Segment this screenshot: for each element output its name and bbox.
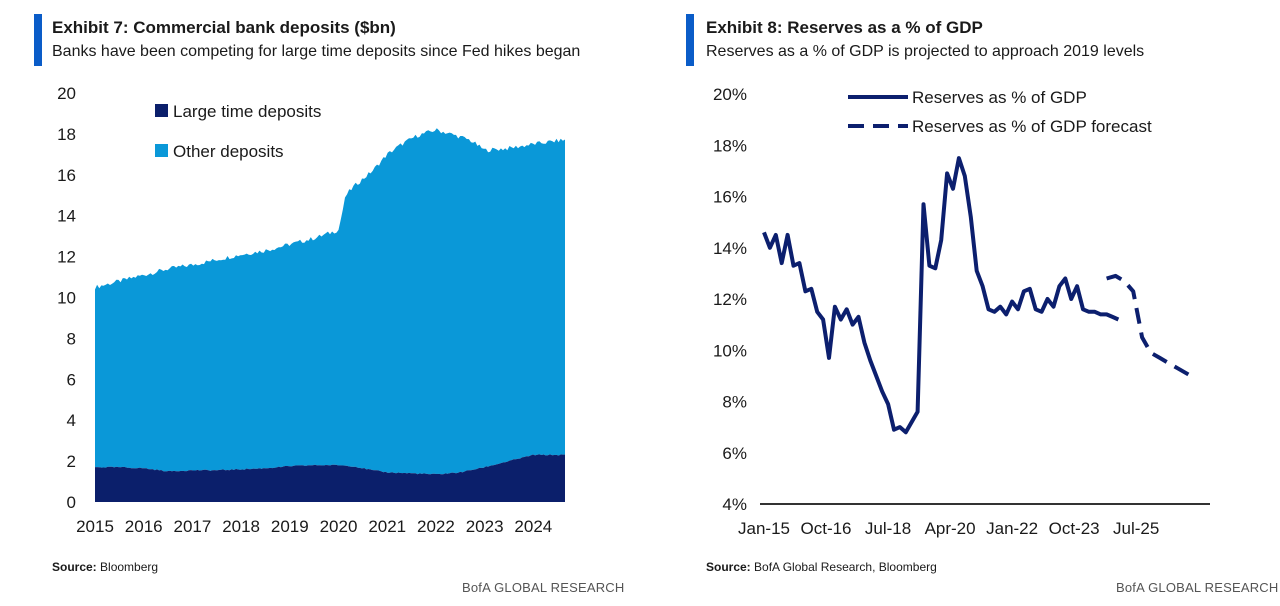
legend-label: Other deposits bbox=[173, 142, 284, 161]
source-label: Source: bbox=[52, 560, 97, 574]
brand-label: BofA GLOBAL RESEARCH bbox=[462, 580, 625, 595]
x-tick-label: 2019 bbox=[271, 517, 309, 536]
source-note: Source: BofA Global Research, Bloomberg bbox=[706, 560, 937, 574]
x-tick-label: Apr-20 bbox=[925, 519, 976, 538]
chart-title: Exhibit 7: Commercial bank deposits ($bn… bbox=[52, 18, 396, 37]
deposits-area-chart: 0 2 4 6 8 10 12 14 16 18 20 2015 2016 2017 2018 2019 202… bbox=[57, 84, 565, 536]
y-tick-label: 18% bbox=[713, 136, 747, 155]
x-tick-label: 2016 bbox=[125, 517, 163, 536]
y-tick-label: 16 bbox=[57, 166, 76, 185]
source-text: BofA Global Research, Bloomberg bbox=[754, 560, 937, 574]
x-tick-label: Oct-16 bbox=[801, 519, 852, 538]
y-tick-label: 4% bbox=[722, 495, 747, 514]
x-tick-label: 2017 bbox=[173, 517, 211, 536]
reserves-series-line bbox=[762, 156, 1120, 435]
y-tick-label: 0 bbox=[67, 493, 76, 512]
x-tick-label: Jan-22 bbox=[986, 519, 1038, 538]
accent-bar bbox=[686, 14, 694, 66]
accent-bar bbox=[34, 14, 42, 66]
large-time-deposits-area bbox=[95, 454, 565, 502]
exhibit-7-panel: Exhibit 7: Commercial bank deposits ($bn… bbox=[34, 14, 625, 595]
y-tick-label: 8 bbox=[67, 329, 76, 348]
x-tick-label: 2015 bbox=[76, 517, 114, 536]
x-tick-label: Oct-23 bbox=[1049, 519, 1100, 538]
chart-subtitle: Banks have been competing for large time… bbox=[52, 43, 581, 60]
legend-swatch-large-time bbox=[155, 104, 168, 117]
x-tick-label: 2024 bbox=[514, 517, 552, 536]
y-tick-label: 12% bbox=[713, 290, 747, 309]
y-tick-label: 10 bbox=[57, 289, 76, 308]
x-tick-label: Jul-25 bbox=[1113, 519, 1159, 538]
legend-label: Reserves as % of GDP forecast bbox=[912, 117, 1152, 136]
source-text: Bloomberg bbox=[100, 560, 159, 574]
chart-subtitle: Reserves as a % of GDP is projected to a… bbox=[706, 43, 1145, 60]
y-tick-label: 20 bbox=[57, 84, 76, 103]
legend-label: Reserves as % of GDP bbox=[912, 88, 1087, 107]
y-tick-label: 20% bbox=[713, 85, 747, 104]
y-tick-label: 10% bbox=[713, 341, 747, 360]
y-tick-label: 6% bbox=[722, 444, 747, 463]
y-tick-label: 4 bbox=[67, 411, 76, 430]
chart-title: Exhibit 8: Reserves as a % of GDP bbox=[706, 18, 983, 37]
y-tick-label: 8% bbox=[722, 393, 747, 412]
x-tick-label: Jan-15 bbox=[738, 519, 790, 538]
y-tick-label: 14 bbox=[57, 207, 76, 226]
y-tick-label: 14% bbox=[713, 239, 747, 258]
x-tick-label: 2023 bbox=[466, 517, 504, 536]
exhibit-8-panel: Exhibit 8: Reserves as a % of GDP Reserv… bbox=[640, 0, 1280, 606]
y-tick-label: 6 bbox=[67, 370, 76, 389]
source-note: Source: Bloomberg bbox=[52, 560, 158, 574]
forecast-series-line bbox=[1106, 273, 1197, 381]
x-tick-label: 2018 bbox=[222, 517, 260, 536]
source-label: Source: bbox=[706, 560, 751, 574]
y-tick-label: 18 bbox=[57, 125, 76, 144]
x-tick-label: 2020 bbox=[320, 517, 358, 536]
brand-label: BofA GLOBAL RESEARCH bbox=[1116, 580, 1279, 595]
reserves-line-chart: 4% 6% 8% 10% 12% 14% 16% 18% 20% Jan-15 Oct-16 Jul-… bbox=[713, 85, 1210, 538]
other-deposits-area bbox=[95, 128, 565, 475]
x-tick-label: 2021 bbox=[368, 517, 406, 536]
legend-label: Large time deposits bbox=[173, 102, 321, 121]
legend-swatch-other bbox=[155, 144, 168, 157]
y-tick-label: 16% bbox=[713, 188, 747, 207]
x-tick-label: 2022 bbox=[417, 517, 455, 536]
x-tick-label: Jul-18 bbox=[865, 519, 911, 538]
y-tick-label: 12 bbox=[57, 248, 76, 267]
y-tick-label: 2 bbox=[67, 452, 76, 471]
